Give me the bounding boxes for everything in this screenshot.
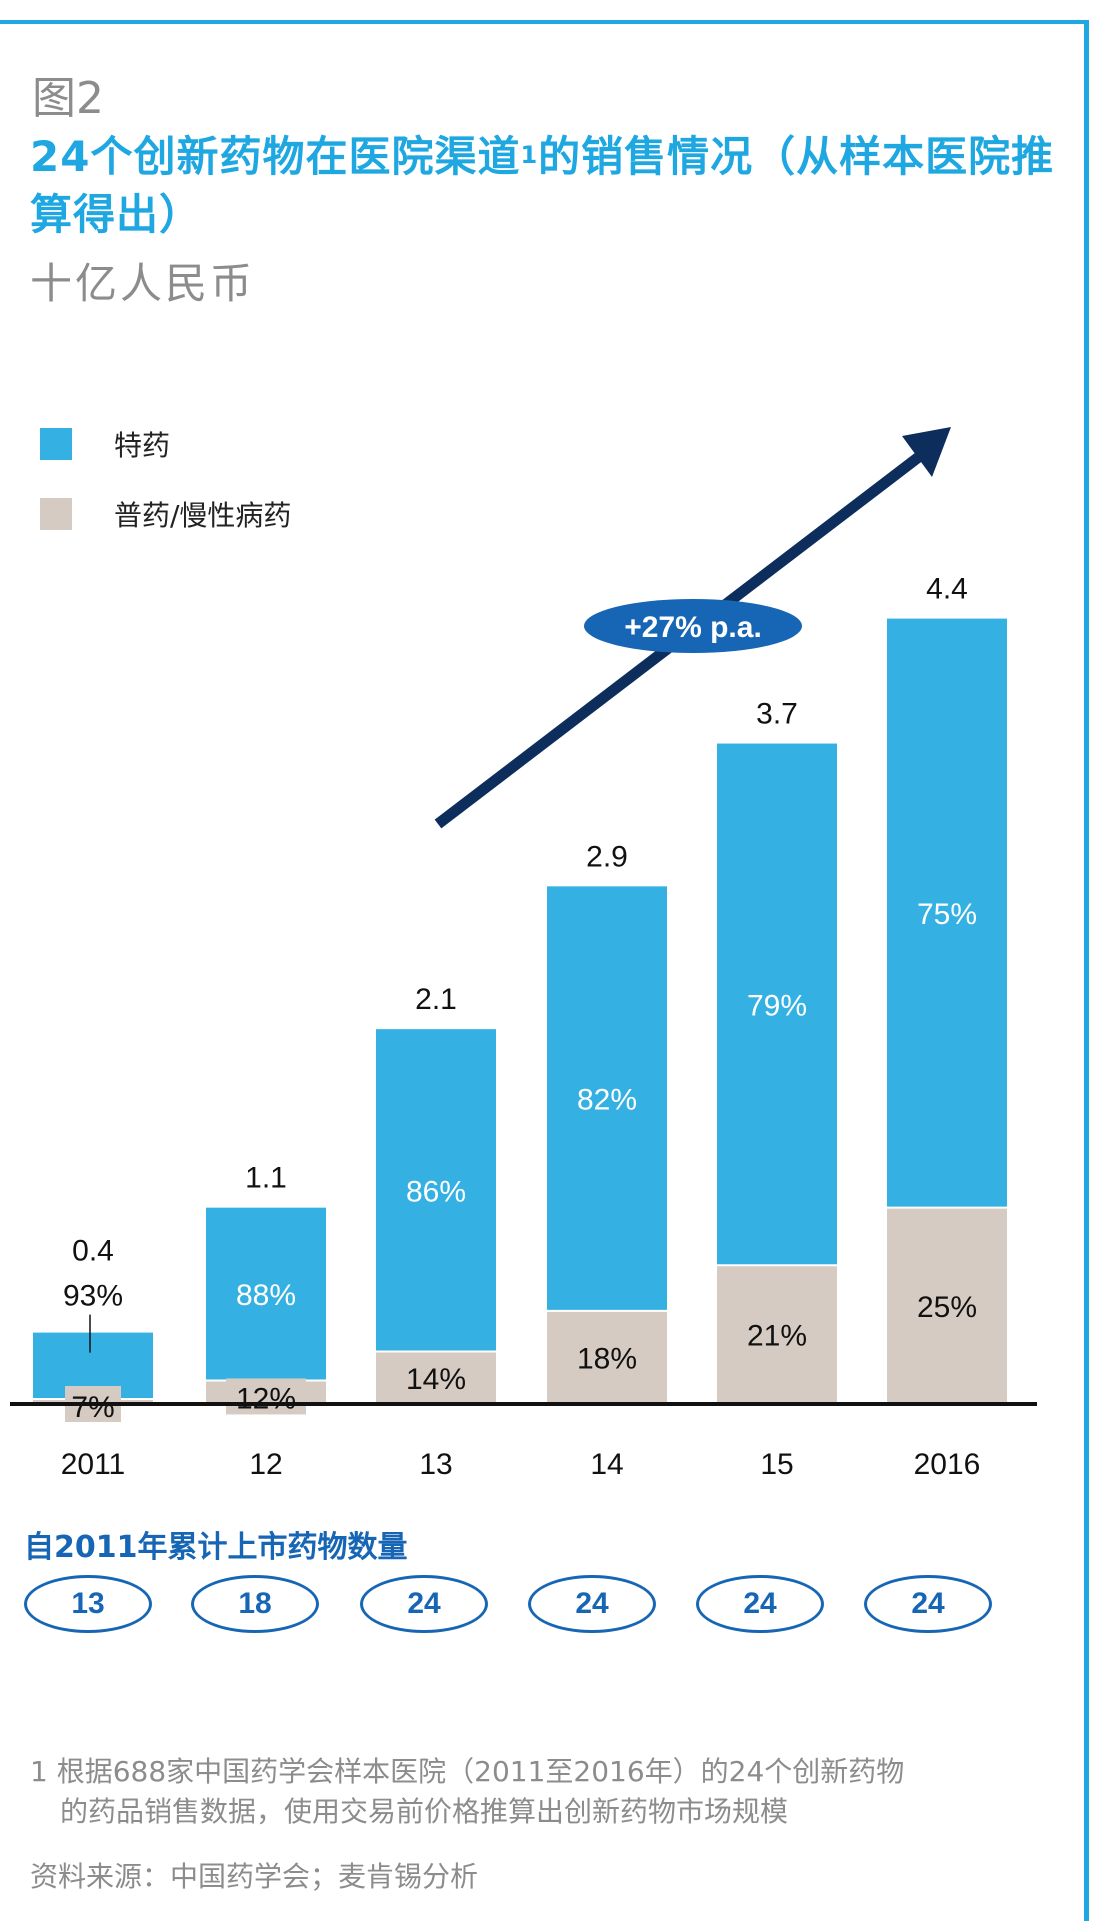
generic-share-label-2016: 25%: [917, 1291, 977, 1324]
legend-swatch-generic: [40, 498, 72, 530]
bar-generic-13: [376, 1351, 496, 1404]
cumulative-count-13: 24: [360, 1575, 488, 1633]
total-label-13: 2.1: [415, 983, 457, 1016]
bar-specialty-12: [206, 1207, 326, 1381]
growth-rate-label: +27% p.a.: [624, 611, 762, 644]
cumulative-count-2011: 13: [24, 1575, 152, 1633]
source-note: 资料来源：中国药学会；麦肯锡分析: [30, 1860, 479, 1893]
generic-share-label-12: 12%: [236, 1382, 296, 1415]
cumulative-count-15: 24: [696, 1575, 824, 1633]
figure-number: 图2: [32, 73, 104, 124]
x-tick-label-13: 13: [419, 1448, 452, 1481]
cumulative-count-14: 24: [528, 1575, 656, 1633]
stacked-bar-chart: 0.4 93% 7% 2011 1.1 88% 12% 12 2.1 86% 14% 13 2.9 82%…: [10, 427, 1037, 1481]
specialty-share-label-15: 79%: [747, 989, 807, 1022]
title-footnote-marker: 1: [520, 141, 539, 169]
total-label-2016: 4.4: [926, 573, 968, 606]
generic-share-label-15: 21%: [747, 1320, 807, 1353]
title-part2: 的销售情况（从样本医院推算得出）: [30, 132, 1055, 239]
x-tick-label-2011: 2011: [61, 1448, 126, 1481]
growth-arrow-head: [902, 427, 951, 477]
total-label-2011: 0.4: [72, 1235, 114, 1268]
cumulative-title: 自2011年累计上市药物数量: [24, 1530, 408, 1565]
footnote-line-1: 1 根据688家中国药学会样本医院（2011至2016年）的24个创新药物: [30, 1755, 905, 1788]
x-tick-label-14: 14: [590, 1448, 623, 1481]
legend-swatch-specialty: [40, 428, 72, 460]
generic-share-label-13: 14%: [406, 1363, 466, 1396]
specialty-share-label-13: 86%: [406, 1175, 466, 1208]
legend-label-generic: 普药/慢性病药: [114, 499, 292, 532]
bar-generic-14: [547, 1310, 667, 1404]
bar-specialty-2016: [887, 618, 1007, 1208]
x-tick-label-12: 12: [249, 1448, 282, 1481]
specialty-share-label-2016: 75%: [917, 898, 977, 931]
legend-label-specialty: 特药: [114, 429, 171, 462]
bar-specialty-15: [717, 743, 837, 1266]
generic-share-label-14: 18%: [577, 1342, 637, 1375]
chart-title: 24个创新药物在医院渠道1的销售情况（从样本医院推算得出）: [30, 128, 1070, 244]
legend-item-specialty: 特药: [40, 424, 170, 464]
growth-rate-badge: [584, 599, 802, 653]
unit-label: 十亿人民币: [30, 259, 256, 308]
frame-right-border: [1084, 20, 1089, 1921]
specialty-share-label-2011: 93%: [63, 1280, 123, 1313]
x-tick-label-2016: 2016: [914, 1448, 981, 1481]
generic-label-box-12: [226, 1378, 306, 1415]
footnote: 1 根据688家中国药学会样本医院（2011至2016年）的24个创新药物 的药…: [30, 1752, 1070, 1832]
total-label-12: 1.1: [245, 1162, 287, 1195]
bar-specialty-13: [376, 1029, 496, 1352]
x-tick-label-15: 15: [760, 1448, 793, 1481]
bar-specialty-14: [547, 886, 667, 1311]
cumulative-count-2016: 24: [864, 1575, 992, 1633]
title-part1: 24个创新药物在医院渠道: [30, 132, 521, 181]
total-label-15: 3.7: [756, 698, 798, 731]
total-label-14: 2.9: [586, 840, 628, 873]
legend-item-generic: 普药/慢性病药: [40, 494, 291, 534]
footnote-line-2: 的药品销售数据，使用交易前价格推算出创新药物市场规模: [60, 1795, 789, 1828]
frame-top-border: [0, 20, 1088, 24]
bar-generic-15: [717, 1265, 837, 1404]
generic-share-label-2011: 7%: [71, 1391, 114, 1424]
specialty-share-label-12: 88%: [236, 1279, 296, 1312]
specialty-share-label-14: 82%: [577, 1084, 637, 1117]
bar-generic-2016: [887, 1207, 1007, 1404]
cumulative-count-12: 18: [191, 1575, 319, 1633]
